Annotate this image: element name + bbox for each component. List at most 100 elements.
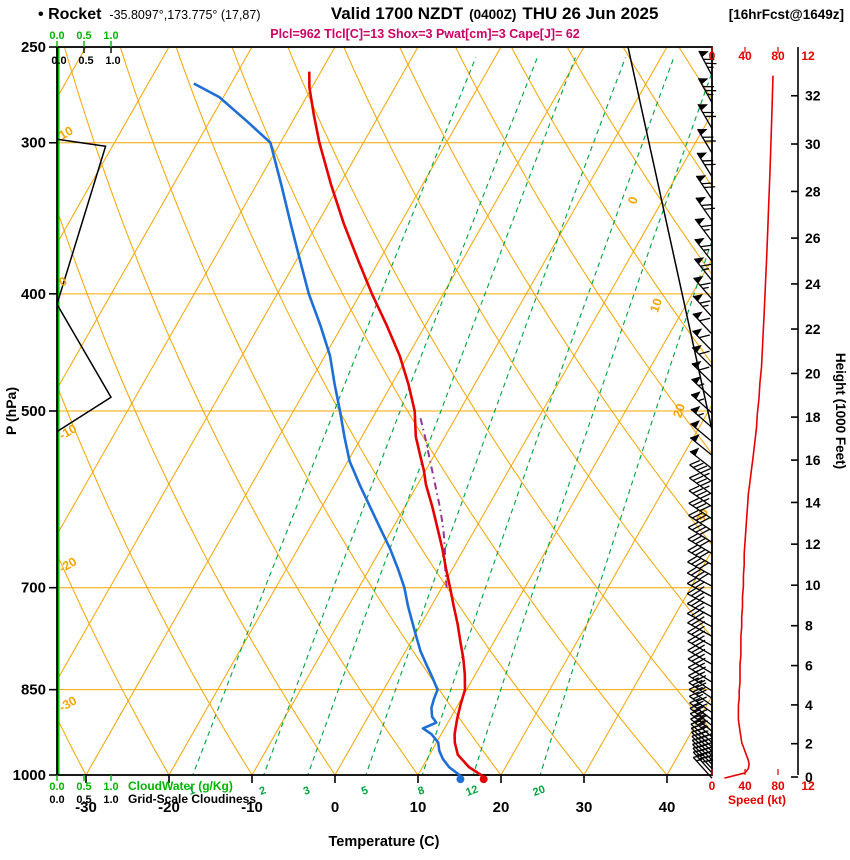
- height-tick-label: 22: [805, 321, 821, 337]
- isotherm-line: [85, 47, 502, 775]
- dry-adiabat-line: [454, 47, 712, 455]
- cloudiness-scale-label: 0.0: [51, 55, 66, 67]
- temperature-tick-label: 10: [410, 799, 427, 816]
- isotherm-label: 0: [625, 195, 640, 206]
- temperature-tick-label: 30: [576, 799, 593, 816]
- wind-barb: [698, 50, 717, 76]
- height-tick-label: 8: [805, 618, 813, 634]
- dry-adiabat-line: [63, 47, 419, 775]
- dry-adiabat-line: [678, 47, 712, 100]
- mixing-ratio-line: [263, 57, 538, 775]
- wind-barb: [695, 196, 715, 222]
- valid-time: Valid 1700 NZDT: [330, 4, 464, 23]
- cloudiness-legend: Grid-Scale Cloudiness: [128, 792, 256, 806]
- wind-barb: [690, 391, 713, 414]
- wind-barb: [690, 420, 713, 443]
- wind-barb: [694, 217, 713, 242]
- isotherm-line: [168, 47, 585, 775]
- wind-barb: [686, 597, 713, 618]
- wind-barb: [686, 587, 713, 608]
- wind-barb: [695, 175, 716, 200]
- isotherm-line: [57, 47, 419, 682]
- height-tick-label: 12: [805, 536, 821, 552]
- dry-adiabat-line: [57, 552, 170, 775]
- height-axis-title: Height (1000 Feet): [833, 353, 848, 469]
- temperature-tick-label: -20: [158, 799, 180, 816]
- pressure-tick-label: 1000: [13, 767, 46, 784]
- height-tick-label: 10: [805, 577, 821, 593]
- wind-barb: [689, 447, 713, 470]
- isotherm-label: 20: [670, 402, 688, 420]
- cloudiness-scale-label: 0.0: [49, 794, 64, 806]
- station-name: • Rocket: [38, 6, 101, 24]
- wind-barb: [690, 405, 713, 429]
- dewpoint-curve: [193, 82, 462, 780]
- wind-barb: [688, 509, 713, 532]
- wind-barb: [688, 677, 713, 699]
- height-tick-label: 24: [805, 276, 821, 292]
- isotherm-label: 10: [647, 297, 665, 315]
- wind-barb: [688, 472, 713, 495]
- cloudwater-scale-label: 1.0: [103, 30, 118, 42]
- speed-tick-label: 12: [801, 49, 815, 63]
- mixing-ratio-line: [421, 57, 675, 775]
- temperature-tick-label: 40: [659, 799, 676, 816]
- mixing-ratio-label: 1: [187, 784, 197, 797]
- parcel-curve: [419, 415, 448, 588]
- dry-adiabat-line: [343, 47, 712, 639]
- wind-barb: [696, 152, 716, 177]
- mixing-ratio-label: 5: [360, 784, 370, 797]
- mixing-ratio-line: [365, 57, 627, 775]
- pressure-tick-label: 300: [21, 135, 46, 152]
- speed-tick-label: 80: [771, 49, 785, 63]
- mixing-ratio-label: 8: [416, 784, 426, 797]
- dry-adiabat-label: 10: [57, 123, 76, 142]
- wind-barb: [689, 459, 713, 483]
- wind-barb: [691, 344, 713, 368]
- mixing-ratio-line: [192, 57, 477, 775]
- mixing-ratio-line: [539, 238, 712, 775]
- mixing-ratio-label: 2: [258, 784, 268, 797]
- wind-barb: [692, 754, 713, 779]
- valid-date: THU 26 Jun 2025: [522, 4, 659, 23]
- mixing-ratio-label: 12: [464, 783, 480, 798]
- pressure-tick-label: 500: [21, 403, 46, 420]
- wind-barb: [691, 360, 713, 384]
- wind-barb: [687, 555, 713, 577]
- isotherm-line: [334, 112, 712, 775]
- cloudwater-scale-label: 0.0: [49, 781, 64, 793]
- valid-time-group: Valid 1700 NZDT (0400Z) THU 26 Jun 2025: [331, 4, 659, 24]
- dry-adiabat-line: [566, 47, 712, 276]
- wind-barb: [686, 577, 713, 598]
- isotherm-line: [57, 47, 336, 536]
- station-label: Rocket: [48, 6, 102, 23]
- wind-barb: [688, 497, 713, 520]
- mixing-ratio-line: [472, 70, 712, 775]
- speed-tick-label: 40: [738, 49, 752, 63]
- speed-tick-label: 0: [709, 779, 716, 793]
- dry-adiabat-line: [510, 47, 712, 365]
- cloudwater-legend: CloudWater (g/Kg): [128, 779, 233, 793]
- wind-barb: [697, 77, 717, 104]
- speed-tick-label: 0: [709, 49, 716, 63]
- forecast-tag: [16hrFcst@1649z]: [728, 7, 844, 22]
- isotherm-line: [251, 47, 668, 775]
- cloudwater-scale-label: 0.5: [76, 30, 91, 42]
- wind-barb: [687, 533, 713, 555]
- wind-barb: [697, 128, 716, 154]
- mixing-ratio-label: 20: [531, 783, 547, 798]
- dry-adiabat-line: [57, 207, 336, 775]
- height-tick-label: 32: [805, 88, 821, 104]
- cloudwater-scale-label: 0.0: [49, 30, 64, 42]
- dry-adiabat-line: [728, 36, 850, 803]
- height-tick-label: 2: [805, 736, 813, 752]
- height-tick-label: 14: [805, 494, 821, 510]
- pressure-tick-label: 700: [21, 580, 46, 597]
- mixing-ratio-label: 3: [302, 784, 312, 797]
- dry-adiabat-line: [57, 384, 253, 775]
- dry-adiabat-label: -30: [57, 693, 80, 714]
- cloudiness-scale-label: 1.0: [103, 794, 118, 806]
- height-tick-label: 16: [805, 452, 821, 468]
